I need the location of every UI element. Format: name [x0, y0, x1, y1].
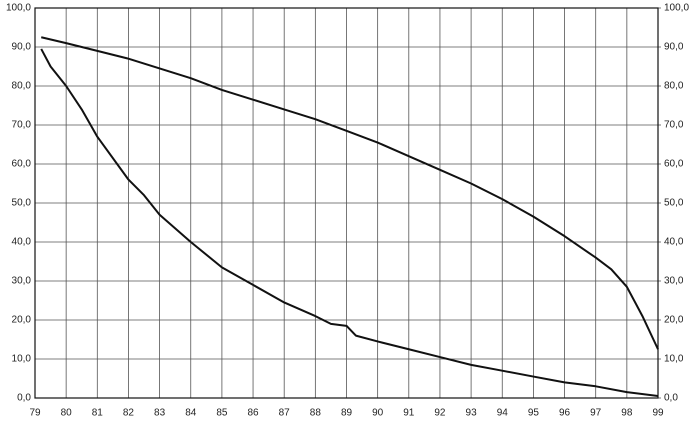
- x-tick-label: 93: [466, 408, 478, 419]
- x-tick-label: 90: [372, 408, 384, 419]
- y-tick-label: 100,0: [6, 3, 31, 14]
- x-tick-label: 98: [621, 408, 633, 419]
- x-tick-label: 83: [154, 408, 166, 419]
- x-tick-label: 91: [403, 408, 415, 419]
- y2-tick-label: 100,0: [664, 3, 689, 14]
- x-tick-label: 94: [497, 408, 509, 419]
- y-tick-label: 40,0: [12, 237, 32, 248]
- y2-tick-label: 0,0: [664, 393, 678, 404]
- y-tick-label: 10,0: [12, 354, 32, 365]
- x-tick-label: 88: [310, 408, 322, 419]
- x-tick-label: 84: [185, 408, 197, 419]
- x-tick-label: 95: [528, 408, 540, 419]
- x-tick-label: 96: [559, 408, 571, 419]
- y2-tick-label: 70,0: [664, 120, 684, 131]
- y-tick-label: 90,0: [12, 42, 32, 53]
- line-series: [41, 36, 659, 350]
- y-tick-label: 50,0: [12, 198, 32, 209]
- x-tick-label: 92: [434, 408, 446, 419]
- y2-tick-label: 90,0: [664, 42, 684, 53]
- y-tick-label: 0,0: [17, 393, 31, 404]
- y2-tick-label: 40,0: [664, 237, 684, 248]
- y2-tick-label: 50,0: [664, 198, 684, 209]
- x-tick-label: 82: [123, 408, 135, 419]
- y2-tick-label: 20,0: [664, 315, 684, 326]
- x-tick-label: 99: [652, 408, 664, 419]
- y2-tick-label: 10,0: [664, 354, 684, 365]
- y-tick-label: 80,0: [12, 81, 32, 92]
- x-tick-label: 87: [279, 408, 291, 419]
- y-tick-label: 60,0: [12, 159, 32, 170]
- line-series: [40, 48, 659, 398]
- plot-frame: [34, 7, 659, 399]
- y2-tick-label: 60,0: [664, 159, 684, 170]
- y2-tick-label: 30,0: [664, 276, 684, 287]
- x-tick-label: 86: [247, 408, 259, 419]
- y-tick-label: 70,0: [12, 120, 32, 131]
- x-tick-label: 85: [216, 408, 228, 419]
- x-tick-label: 79: [29, 408, 41, 419]
- x-tick-label: 81: [92, 408, 104, 419]
- y-tick-label: 30,0: [12, 276, 32, 287]
- y2-tick-label: 80,0: [664, 81, 684, 92]
- y-tick-label: 20,0: [12, 315, 32, 326]
- x-tick-label: 97: [590, 408, 602, 419]
- x-tick-label: 80: [61, 408, 73, 419]
- x-tick-label: 89: [341, 408, 353, 419]
